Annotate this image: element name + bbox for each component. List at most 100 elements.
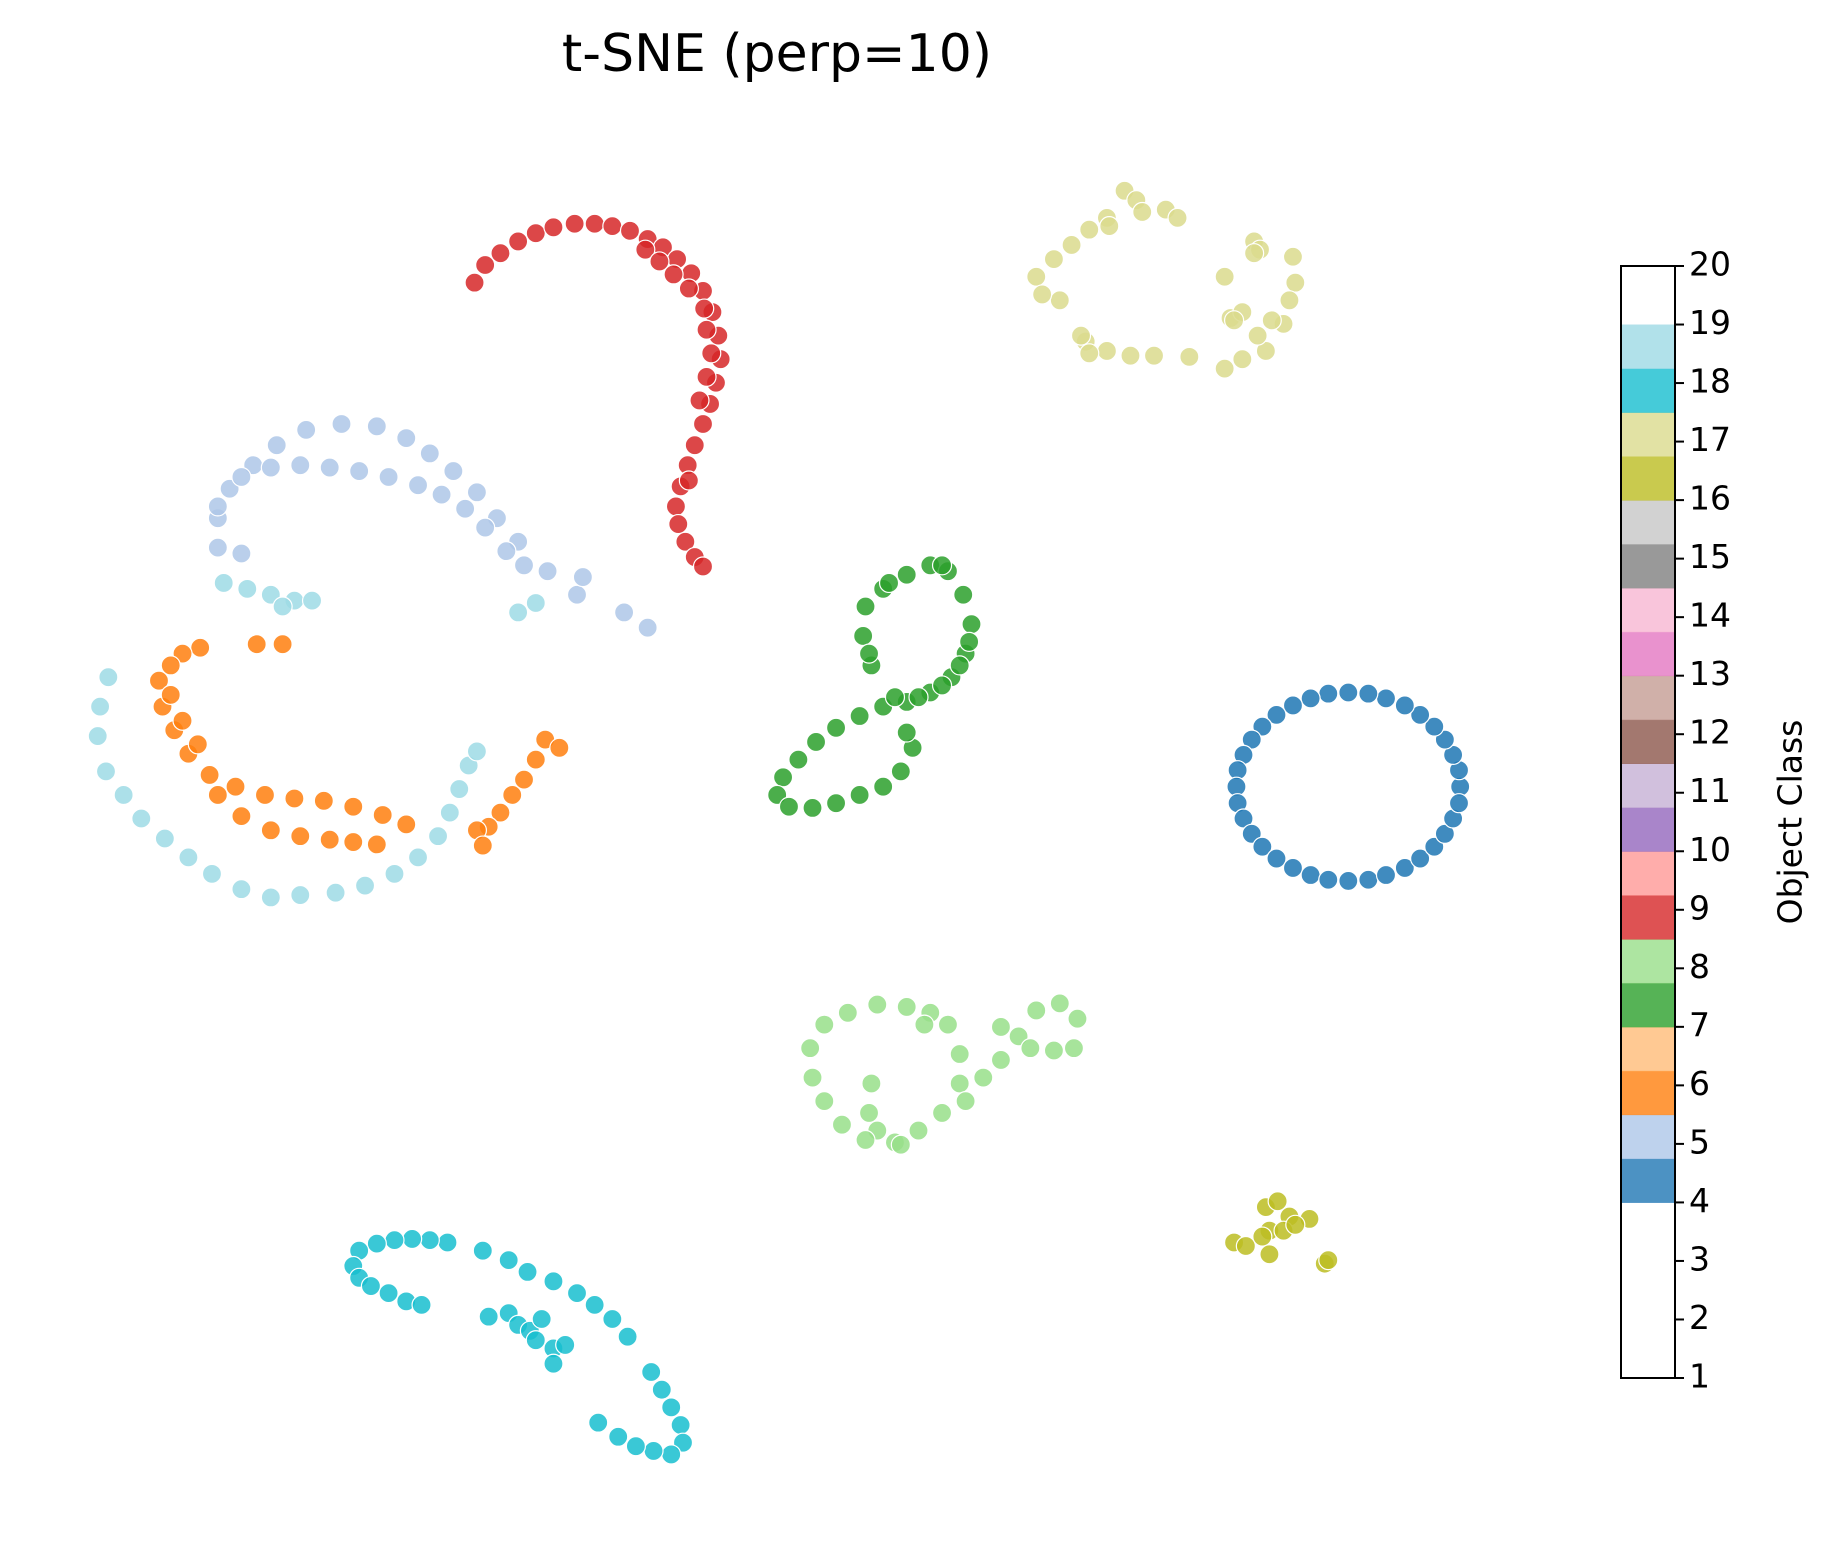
point <box>260 820 281 841</box>
point <box>201 863 223 884</box>
colorbar-segment <box>1621 412 1675 457</box>
point <box>466 741 488 762</box>
point <box>237 578 258 599</box>
colorbar-segment <box>1621 763 1675 808</box>
point <box>496 541 517 562</box>
point <box>1448 793 1470 814</box>
colorbar-tick-label: 2 <box>1689 1298 1710 1337</box>
colorbar-segment <box>1621 719 1675 764</box>
point <box>584 213 605 234</box>
point <box>148 670 170 691</box>
point <box>825 717 847 738</box>
point <box>566 1283 588 1304</box>
point <box>513 555 535 576</box>
point <box>172 710 193 731</box>
point <box>614 602 635 623</box>
point <box>584 1294 605 1315</box>
colorbar-tick-label: 1 <box>1689 1357 1710 1396</box>
point <box>478 1306 499 1327</box>
colorbar-segment <box>1621 1070 1675 1116</box>
point <box>1282 695 1304 716</box>
chart-title: t-SNE (perp=10) <box>562 24 992 84</box>
point <box>1049 993 1070 1014</box>
colorbar-segment <box>1621 895 1675 940</box>
point <box>472 1240 493 1261</box>
colorbar-segment <box>1621 851 1675 896</box>
point <box>961 614 982 635</box>
point <box>419 1230 440 1251</box>
point <box>301 590 323 611</box>
point <box>858 1102 880 1124</box>
point <box>231 806 252 827</box>
point <box>160 655 181 676</box>
point <box>1375 864 1397 886</box>
point <box>207 496 228 517</box>
point <box>190 637 211 658</box>
colorbar-tick-label: 9 <box>1689 888 1710 927</box>
point <box>675 531 696 552</box>
colorbar-segment <box>1621 1026 1675 1072</box>
point <box>692 556 714 577</box>
point <box>360 1275 382 1297</box>
point <box>95 761 117 782</box>
point <box>260 457 281 478</box>
point <box>564 213 585 234</box>
point <box>1096 340 1118 362</box>
point <box>290 455 311 476</box>
point <box>937 1014 959 1035</box>
point <box>802 1067 823 1088</box>
plot-area <box>87 180 1471 1465</box>
point <box>207 784 228 806</box>
colorbar-tick-label: 14 <box>1689 596 1731 635</box>
point <box>199 764 220 786</box>
point <box>260 887 281 908</box>
point <box>1223 310 1245 331</box>
point <box>990 1049 1012 1071</box>
point <box>1179 346 1200 367</box>
point <box>1120 345 1141 366</box>
point <box>1079 343 1100 364</box>
point <box>1279 290 1300 311</box>
colorbar-segment <box>1621 1158 1675 1203</box>
point <box>1026 266 1047 287</box>
point <box>508 602 529 623</box>
point <box>384 863 405 884</box>
point <box>694 298 715 319</box>
point <box>464 272 485 293</box>
point <box>668 513 689 535</box>
point <box>1214 266 1235 287</box>
point <box>98 667 119 688</box>
point <box>861 1073 882 1094</box>
colorbar-tick-label: 19 <box>1689 303 1731 342</box>
point <box>931 1102 953 1124</box>
point <box>873 776 894 797</box>
point <box>437 1232 458 1253</box>
point <box>649 251 670 272</box>
point <box>884 687 906 708</box>
point <box>692 413 714 435</box>
point <box>225 776 246 797</box>
point <box>990 1016 1012 1038</box>
point <box>231 466 252 488</box>
colorbar-segment <box>1621 1114 1675 1160</box>
point <box>1394 695 1415 716</box>
point <box>831 1114 853 1135</box>
point <box>1285 272 1306 293</box>
point <box>537 561 558 582</box>
colorbar-tick-label: 7 <box>1689 1005 1710 1044</box>
point <box>231 543 252 564</box>
point <box>670 1414 691 1436</box>
point <box>853 625 874 647</box>
point <box>955 1091 976 1112</box>
point <box>384 1230 405 1251</box>
point <box>625 1436 646 1457</box>
point <box>178 847 199 868</box>
point <box>651 1379 672 1400</box>
point <box>475 517 496 538</box>
point <box>1300 688 1321 709</box>
point <box>396 428 417 449</box>
point <box>517 1261 538 1283</box>
point <box>953 584 974 605</box>
point <box>588 1412 609 1433</box>
